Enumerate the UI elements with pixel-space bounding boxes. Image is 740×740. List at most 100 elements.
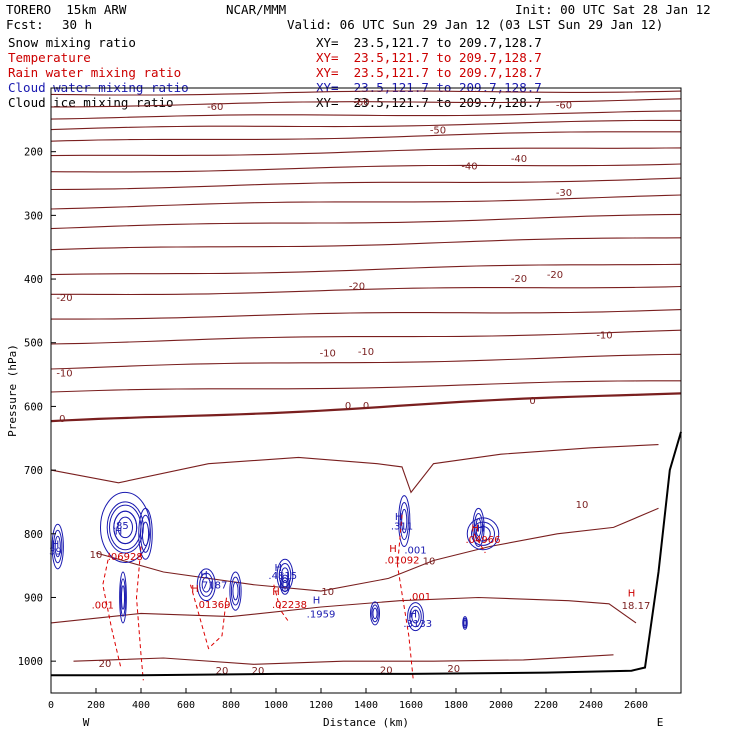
contour-label: -20 xyxy=(547,270,563,281)
contour-label: 20 xyxy=(252,666,265,677)
cloud-water-contour xyxy=(141,521,150,547)
cloud-water-contour xyxy=(471,521,495,546)
extremum-label: .01092 xyxy=(385,555,420,566)
east-label: E xyxy=(657,716,664,729)
cloud-water-contour xyxy=(276,558,294,592)
contour-label: 10 xyxy=(321,587,334,598)
x-axis-label: Distance (km) xyxy=(323,716,409,729)
forecast-hour: 30 h xyxy=(62,17,93,32)
contour-label: 20 xyxy=(216,666,229,677)
x-tick-label: 0 xyxy=(48,700,54,711)
x-tick-label: 800 xyxy=(222,700,240,711)
contour-label: -20 xyxy=(349,281,365,292)
temperature-contour xyxy=(50,110,682,120)
model-title: TORERO 15km ARW xyxy=(6,2,127,17)
contour-label: 10 xyxy=(90,550,103,561)
extremum-label: H xyxy=(395,512,403,523)
x-tick-label: 600 xyxy=(177,700,195,711)
temperature-contour xyxy=(50,213,682,230)
x-tick-label: 1800 xyxy=(444,700,468,711)
rain-water-contour xyxy=(473,533,486,554)
cloud-water-contour xyxy=(463,619,467,627)
contour-labels: -60 -60 -60 -50 -40 -40 -30 -20 -20 -20 -20 -10 -10 -… xyxy=(56,97,612,677)
y-tick-label: 1000 xyxy=(18,656,43,668)
cloud-water-contour xyxy=(120,585,126,610)
extremum-label: .04966 xyxy=(466,535,501,546)
y-tick-label: 900 xyxy=(24,592,43,604)
legend-label-rain: Rain water mixing ratio xyxy=(8,65,182,80)
extremum-label: .311 xyxy=(391,522,413,533)
cloud-water-contour xyxy=(140,514,151,553)
temperature-contour xyxy=(73,654,614,665)
cloud-water-contour xyxy=(230,576,241,606)
cloud-water-contour xyxy=(282,579,288,590)
cloud-water-contour xyxy=(54,535,61,558)
contour-label: 10 xyxy=(576,500,589,511)
x-tick-label: 2200 xyxy=(534,700,558,711)
contour-label: -50 xyxy=(430,125,446,136)
rain-water-contour xyxy=(102,552,122,668)
legend-label-cloud-water: Cloud water mixing ratio xyxy=(8,80,189,95)
y-tick-label: 700 xyxy=(24,465,43,477)
cloud-water-contour xyxy=(201,576,211,593)
temperature-contour xyxy=(50,353,682,370)
x-tick-label: 2400 xyxy=(579,700,603,711)
cloud-water-contour xyxy=(53,529,63,564)
contour-label: 0 xyxy=(345,401,351,412)
y-tick-label: 500 xyxy=(24,338,43,350)
extremum-label: .7187 xyxy=(199,581,228,592)
extremum-label: H xyxy=(313,595,321,606)
temperature-contour xyxy=(51,285,682,296)
cloud-water-contour xyxy=(280,567,290,584)
cloud-water-contour xyxy=(372,607,378,620)
cloud-water-contour xyxy=(462,617,468,629)
contour-label: -10 xyxy=(358,347,374,358)
temperature-contour xyxy=(50,263,682,276)
contour-label: 0 xyxy=(529,396,535,407)
contour-label: -40 xyxy=(511,154,527,165)
extremum-label: 18.17 xyxy=(622,601,651,612)
init-time: Init: 00 UTC Sat 28 Jan 12 xyxy=(515,2,711,17)
contour-label: 0 xyxy=(59,414,65,425)
extremum-label: .02238 xyxy=(272,600,307,611)
extremum-label: H xyxy=(272,587,280,598)
rain-water-contour xyxy=(273,584,290,624)
legend-xy-snow: XY= 23.5,121.7 to 209.7,128.7 xyxy=(316,35,542,50)
extremum-label: .01369 xyxy=(196,600,231,611)
cloud-water-contour xyxy=(280,574,290,595)
cloud-water-contour xyxy=(472,507,485,548)
extremum-label: H xyxy=(628,588,636,599)
x-tick-label: 1200 xyxy=(309,700,333,711)
extremum-label: H xyxy=(115,527,123,538)
extremum-label: H xyxy=(409,609,417,620)
temperature-contour xyxy=(50,177,682,191)
contour-label: -60 xyxy=(556,101,572,112)
legend-xy-temperature: XY= 23.5,121.7 to 209.7,128.7 xyxy=(316,50,542,65)
terrain-outline xyxy=(51,431,682,677)
cloud-water-contour xyxy=(371,604,379,623)
cloud-water-contour xyxy=(51,523,64,570)
contour-label: -40 xyxy=(461,162,477,173)
contour-label: 20 xyxy=(447,664,460,675)
cloud-water-contour xyxy=(475,518,482,537)
temperature-contour xyxy=(95,507,659,592)
cloud-water-contour xyxy=(399,501,409,541)
extremum-label: H xyxy=(200,570,208,581)
legend-label-temperature: Temperature xyxy=(8,50,91,65)
extremum-label: .85 xyxy=(113,521,129,532)
contour-label: 10 xyxy=(423,557,436,568)
x-tick-label: 200 xyxy=(87,700,105,711)
y-tick-label: 400 xyxy=(24,274,43,286)
west-label: W xyxy=(83,716,90,729)
rain-water-contour xyxy=(135,546,144,681)
x-tick-label: 400 xyxy=(132,700,150,711)
contour-label: -10 xyxy=(320,348,336,359)
temperature-contour xyxy=(50,119,681,131)
extremum-label: H xyxy=(471,523,479,534)
x-tick-label: 2600 xyxy=(624,700,648,711)
contour-label: 0 xyxy=(363,401,369,412)
temperature-contour xyxy=(50,596,637,624)
y-tick-label: 600 xyxy=(24,401,43,413)
axes: 0 200 400 600 800 1000 1200 1400 1600 1800 2000 220… xyxy=(6,147,663,729)
